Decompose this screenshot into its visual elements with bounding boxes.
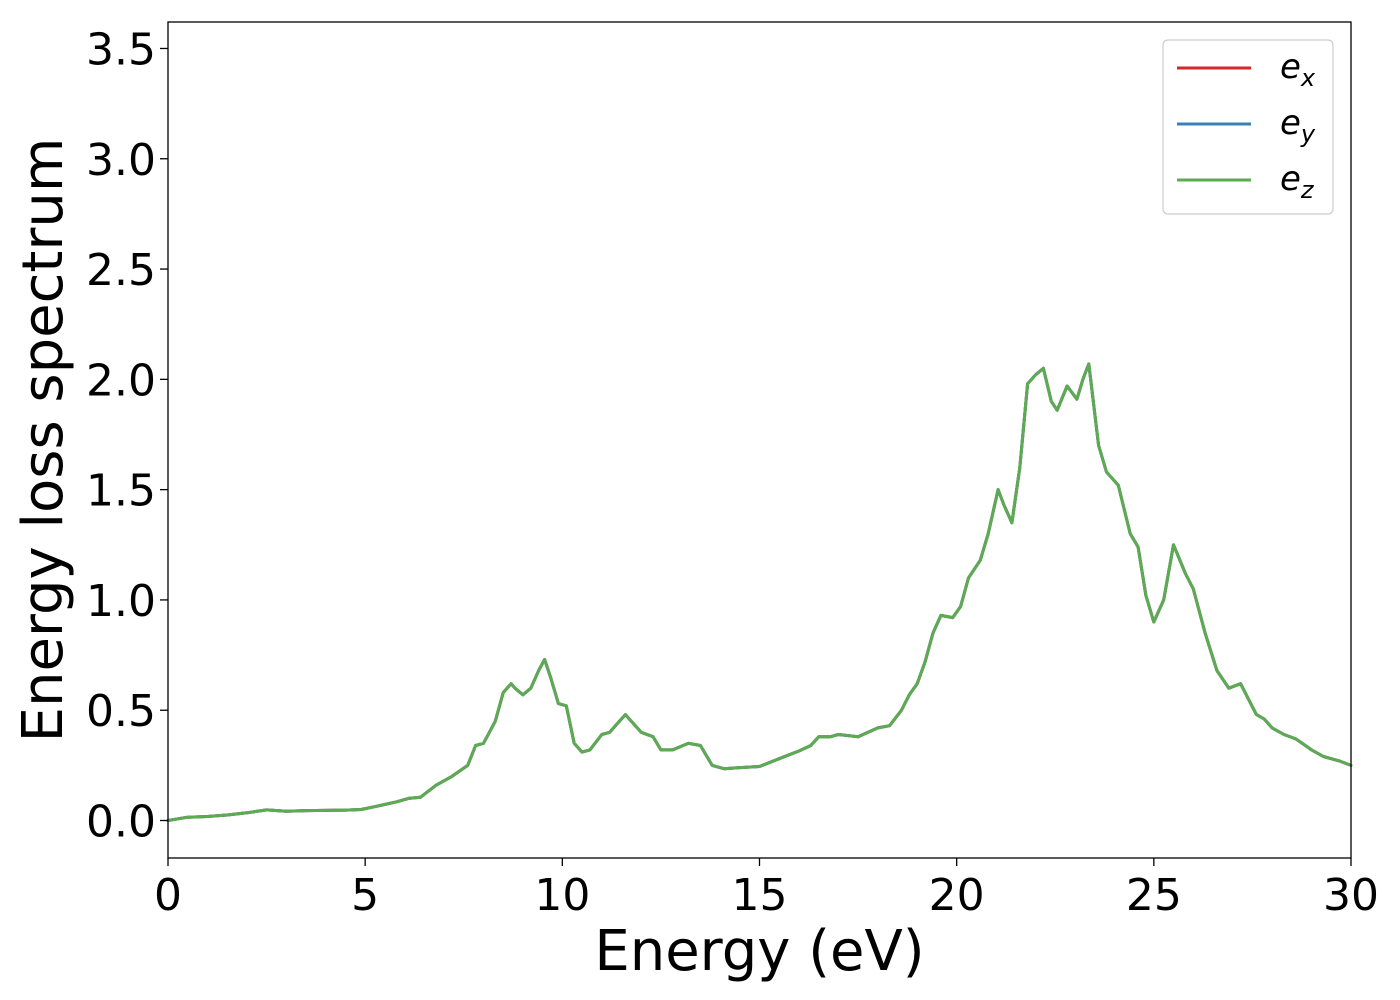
- x-tick-label: 5: [351, 870, 379, 921]
- series-line-e-y: [166, 362, 1353, 822]
- legend-label-subscript: x: [1300, 64, 1316, 92]
- y-tick-label: 0.0: [86, 797, 156, 848]
- y-axis-label: Energy loss spectrum: [11, 138, 76, 743]
- x-tick-label: 15: [732, 870, 788, 921]
- x-tick-label: 20: [929, 870, 985, 921]
- y-tick-label: 3.0: [86, 135, 156, 186]
- y-tick-label: 2.0: [86, 355, 156, 406]
- series-line-e-z: [166, 362, 1353, 822]
- x-axis-label: Energy (eV): [594, 919, 924, 984]
- legend-label-base: e: [1280, 103, 1301, 143]
- x-axis-ticks: 0 5 10 15 20 25 30: [154, 858, 1379, 921]
- legend-label-subscript: y: [1300, 120, 1316, 148]
- series-layer: [166, 362, 1353, 822]
- y-tick-label: 0.5: [86, 686, 156, 737]
- legend-label-ey: ey: [1280, 103, 1316, 148]
- y-tick-label: 3.5: [86, 24, 156, 75]
- y-tick-label: 1.0: [86, 576, 156, 627]
- legend-box: [1162, 39, 1334, 215]
- legend-label-base: e: [1280, 159, 1301, 199]
- x-tick-label: 0: [154, 870, 182, 921]
- legend-label-ez: ez: [1280, 159, 1315, 204]
- legend-label-ex: ex: [1280, 47, 1316, 92]
- x-tick-label: 10: [534, 870, 590, 921]
- y-tick-label: 2.5: [86, 245, 156, 296]
- y-tick-label: 1.5: [86, 466, 156, 517]
- legend-label-base: e: [1280, 47, 1301, 87]
- x-tick-label: 25: [1126, 870, 1182, 921]
- x-tick-label: 30: [1323, 870, 1379, 921]
- legend-label-subscript: z: [1300, 176, 1315, 204]
- series-line-e-x: [166, 362, 1353, 822]
- y-axis-ticks: 0.0 0.5 1.0 1.5 2.0 2.5 3.0 3.5: [86, 24, 168, 848]
